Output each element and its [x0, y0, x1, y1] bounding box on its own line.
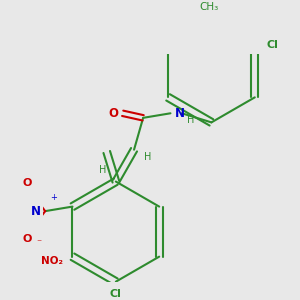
- Text: O: O: [22, 178, 32, 188]
- Text: ⁻: ⁻: [36, 238, 41, 248]
- Text: +: +: [50, 193, 57, 202]
- Text: Cl: Cl: [266, 40, 278, 50]
- Text: N: N: [175, 107, 184, 120]
- Text: Cl: Cl: [110, 289, 122, 298]
- Text: O: O: [22, 234, 32, 244]
- Text: O: O: [109, 107, 118, 120]
- Text: H: H: [144, 152, 152, 161]
- Text: N: N: [31, 205, 40, 218]
- Text: NO₂: NO₂: [41, 256, 63, 266]
- Text: H: H: [187, 115, 195, 125]
- Text: CH₃: CH₃: [200, 2, 219, 12]
- Text: H: H: [98, 165, 106, 175]
